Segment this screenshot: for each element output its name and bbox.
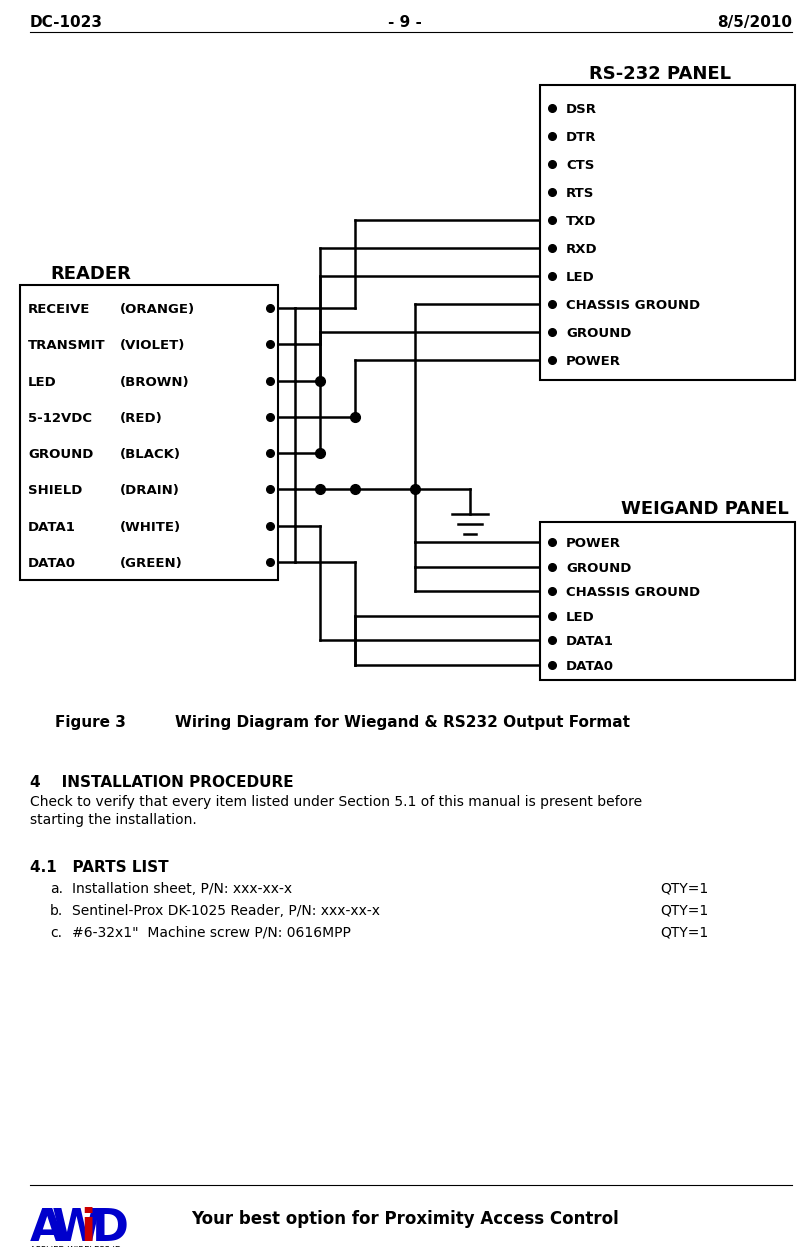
Text: starting the installation.: starting the installation. [30,813,197,827]
Text: QTY=1: QTY=1 [660,927,708,940]
Text: CHASSIS GROUND: CHASSIS GROUND [566,586,700,600]
Text: DC-1023: DC-1023 [30,15,103,30]
Text: GROUND: GROUND [28,448,93,461]
Text: DATA0: DATA0 [566,660,614,673]
Text: RTS: RTS [566,187,595,200]
Text: LED: LED [566,271,595,284]
Text: Figure 3: Figure 3 [55,715,126,729]
Text: Wiring Diagram for Wiegand & RS232 Output Format: Wiring Diagram for Wiegand & RS232 Outpu… [175,715,630,729]
Text: (GREEN): (GREEN) [120,557,183,570]
Text: 4.1   PARTS LIST: 4.1 PARTS LIST [30,860,168,875]
Text: (RED): (RED) [120,412,163,425]
Text: (BLACK): (BLACK) [120,448,181,461]
Text: (BROWN): (BROWN) [120,375,190,389]
Text: - 9 -: - 9 - [388,15,422,30]
Text: QTY=1: QTY=1 [660,904,708,918]
Text: W: W [52,1207,101,1247]
Text: Your best option for Proximity Access Control: Your best option for Proximity Access Co… [191,1210,619,1228]
Text: RXD: RXD [566,243,598,256]
Text: (ORANGE): (ORANGE) [120,303,195,315]
Text: 4    INSTALLATION PROCEDURE: 4 INSTALLATION PROCEDURE [30,774,293,791]
Text: SHIELD: SHIELD [28,484,83,498]
Text: LED: LED [28,375,57,389]
Text: DSR: DSR [566,104,597,116]
Text: #6-32x1"  Machine screw P/N: 0616MPP: #6-32x1" Machine screw P/N: 0616MPP [72,927,351,940]
Text: RS-232 PANEL: RS-232 PANEL [589,65,731,84]
Text: D: D [92,1207,129,1247]
Text: 8/5/2010: 8/5/2010 [717,15,792,30]
Text: CHASSIS GROUND: CHASSIS GROUND [566,299,700,312]
Text: POWER: POWER [566,355,621,368]
Text: CTS: CTS [566,160,595,172]
Text: A: A [30,1207,65,1247]
Text: (VIOLET): (VIOLET) [120,339,185,353]
Text: a.: a. [50,882,63,897]
Text: TXD: TXD [566,214,596,228]
Text: DATA1: DATA1 [566,636,614,648]
Text: READER: READER [50,266,131,283]
Text: DATA0: DATA0 [28,557,76,570]
Text: Check to verify that every item listed under Section 5.1 of this manual is prese: Check to verify that every item listed u… [30,796,642,809]
Bar [540,522,795,680]
Text: b.: b. [50,904,63,918]
Text: POWER: POWER [566,537,621,550]
Text: GROUND: GROUND [566,327,631,340]
Text: DATA1: DATA1 [28,521,76,534]
Bar [540,85,795,380]
Text: RECEIVE: RECEIVE [28,303,91,315]
Text: GROUND: GROUND [566,561,631,575]
Text: TRANSMIT: TRANSMIT [28,339,105,353]
Text: LED: LED [566,611,595,624]
Text: 5-12VDC: 5-12VDC [28,412,92,425]
Text: QTY=1: QTY=1 [660,882,708,897]
Bar [20,286,278,580]
Text: i: i [80,1207,96,1247]
Text: Sentinel-Prox DK-1025 Reader, P/N: xxx-xx-x: Sentinel-Prox DK-1025 Reader, P/N: xxx-x… [72,904,380,918]
Text: (DRAIN): (DRAIN) [120,484,180,498]
Text: c.: c. [50,927,62,940]
Text: WEIGAND PANEL: WEIGAND PANEL [621,500,789,518]
Text: Installation sheet, P/N: xxx-xx-x: Installation sheet, P/N: xxx-xx-x [72,882,292,897]
Text: DTR: DTR [566,131,596,143]
Text: (WHITE): (WHITE) [120,521,181,534]
